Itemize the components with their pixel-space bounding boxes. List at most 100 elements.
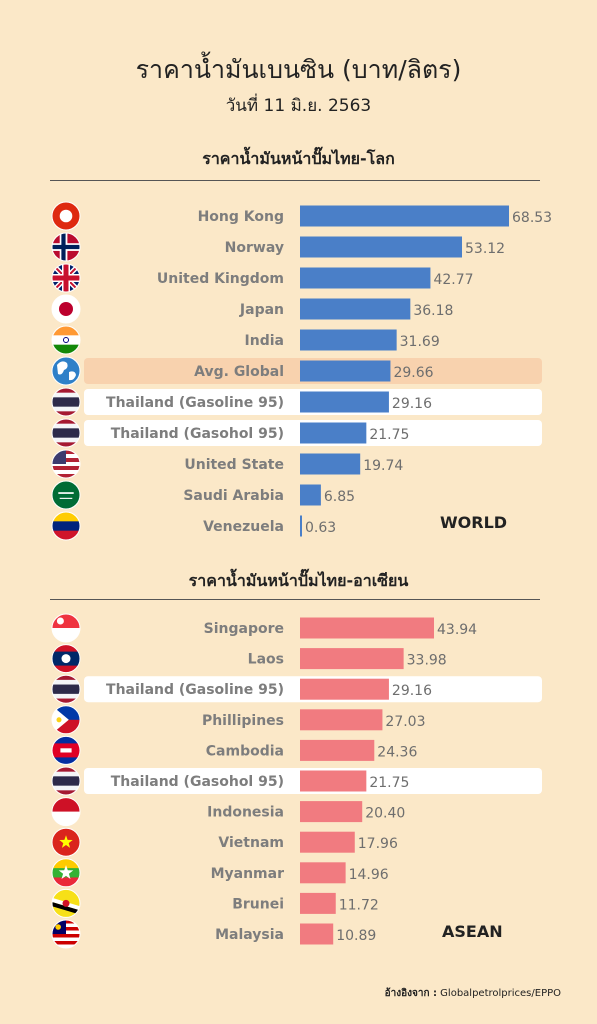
myanmar-flag [51,858,81,888]
bar [300,892,336,914]
value-label: 11.72 [339,897,379,913]
value-label: 43.94 [437,622,477,638]
value-label: 19.74 [363,458,403,474]
bar [300,515,302,537]
thailand-flag [51,766,81,796]
bar [300,422,367,444]
category-label: Myanmar [211,866,285,882]
category-label: Indonesia [207,805,284,821]
value-label: 6.85 [324,489,355,505]
world-tag: WORLD [440,513,508,532]
category-label: Phillipines [202,713,284,729]
value-label: 0.63 [305,520,336,536]
malaysia-flag [51,919,81,949]
category-label: Thailand (Gasohol 95) [111,774,284,790]
singapore-flag [51,613,81,643]
category-label: Laos [248,652,284,668]
vietnam-flag [51,827,81,857]
uk-flag [51,263,81,293]
category-label: Japan [239,302,284,318]
bar [300,391,389,413]
bar [300,739,375,761]
value-label: 17.96 [358,836,398,852]
value-label: 36.18 [413,303,453,319]
thailand-flag [51,418,81,448]
value-label: 21.75 [369,775,409,791]
world-bar-chart: Hong Kong 68.53 Norway 53.12 United Kingdom 4… [51,201,552,541]
norway-flag [51,232,81,262]
category-label: Hong Kong [198,209,284,225]
bar [300,801,363,823]
bar [300,617,435,639]
bar [300,923,334,945]
venezuela-flag [51,511,81,541]
category-label: United Kingdom [157,271,284,287]
category-label: Norway [225,240,284,256]
value-label: 24.36 [377,744,417,760]
value-label: 10.89 [336,928,376,944]
bar [300,831,355,853]
indonesia-flag [51,797,81,827]
value-label: 21.75 [369,427,409,443]
source-label: อ้างอิงจาก : [384,988,437,999]
saudi-arabia-flag [51,480,81,510]
category-label: Saudi Arabia [183,488,284,504]
asean-divider [50,599,540,600]
category-label: Avg. Global [194,364,284,380]
bar [300,329,397,351]
bar [300,862,346,884]
bar [300,236,463,258]
cambodia-flag [51,735,81,765]
category-label: India [245,333,284,349]
category-label: Thailand (Gasohol 95) [111,426,284,442]
category-label: Singapore [204,621,284,637]
asean-section-title: ราคาน้ำมันหน้าปั๊มไทย-อาเซียน [188,571,409,590]
value-label: 29.16 [392,683,432,699]
category-label: Thailand (Gasoline 95) [106,682,284,698]
value-label: 33.98 [407,653,447,669]
bar [300,453,361,475]
world-divider [50,180,540,181]
globe-icon [51,356,81,386]
value-label: 20.40 [365,806,405,822]
laos-flag [51,644,81,674]
category-label: Vietnam [218,835,284,851]
category-label: Venezuela [203,519,284,535]
usa-flag [51,449,81,479]
value-label: 29.66 [393,365,433,381]
category-label: Thailand (Gasoline 95) [106,395,284,411]
philippines-flag [51,705,81,735]
bar [300,770,367,792]
bar [300,678,389,700]
asean-bar-chart: Singapore 43.94 Laos 33.98 Thailand (Gasolin… [51,613,542,949]
value-label: 53.12 [465,241,505,257]
bar [300,648,404,670]
value-label: 14.96 [349,867,389,883]
india-flag [51,325,81,355]
thailand-flag [51,674,81,704]
value-label: 27.03 [385,714,425,730]
value-label: 42.77 [433,272,473,288]
brunei-flag [51,888,81,918]
value-label: 29.16 [392,396,432,412]
thailand-flag [51,387,81,417]
value-label: 68.53 [512,210,552,226]
bar [300,484,321,506]
category-label: Brunei [232,896,284,912]
world-section-title: ราคาน้ำมันหน้าปั๊มไทย-โลก [202,149,395,168]
asean-tag: ASEAN [442,922,503,941]
japan-flag [51,294,81,324]
bar [300,267,431,289]
bar [300,360,391,382]
category-label: Malaysia [215,927,284,943]
category-label: United State [184,457,284,473]
page-date: วันที่ 11 มิ.ย. 2563 [225,96,372,116]
bar [300,709,383,731]
bar [300,205,509,227]
source-note: อ้างอิงจาก : Globalpetrolprices/EPPO [385,986,561,1001]
hong-kong-flag [51,201,81,231]
category-label: Cambodia [206,743,284,759]
source-value: Globalpetrolprices/EPPO [440,988,561,999]
page-title: ราคาน้ำมันเบนซิน (บาท/ลิตร) [135,55,462,84]
bar [300,298,411,320]
